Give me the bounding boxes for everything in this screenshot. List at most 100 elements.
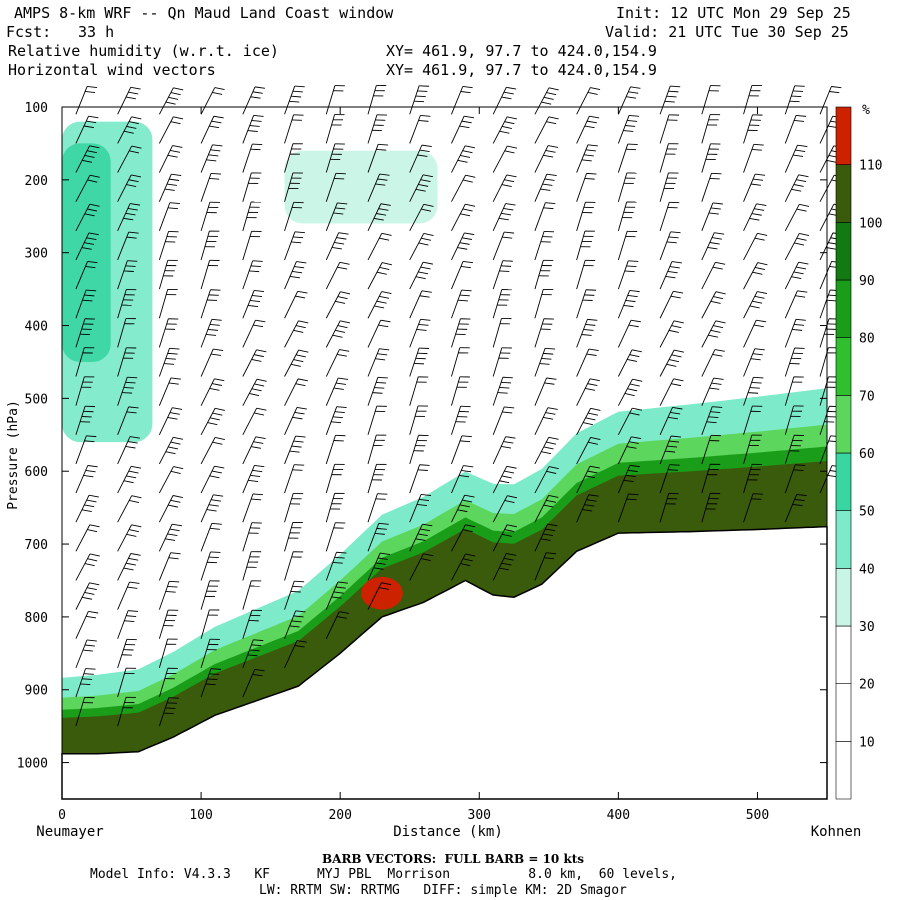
barb-note: BARB VECTORS: FULL BARB = 10 kts: [322, 852, 585, 866]
wind-barb: [75, 261, 98, 290]
wind-barb: [617, 260, 639, 290]
wind-barb: [617, 319, 642, 348]
wind-barb: [75, 465, 98, 494]
wind-barb: [75, 347, 95, 377]
y-tick-label: 300: [25, 247, 48, 262]
wind-barb: [117, 610, 139, 639]
wind-barb: [242, 86, 265, 115]
wind-barb: [75, 318, 95, 348]
wind-barb: [451, 115, 475, 144]
left-end-label: Neumayer: [36, 824, 103, 840]
y-tick-label: 200: [25, 174, 48, 189]
wind-barb: [117, 638, 137, 669]
wind-barb: [117, 116, 142, 144]
wind-barb: [158, 318, 179, 348]
wind-barb: [367, 262, 392, 290]
wind-barb: [701, 406, 723, 435]
wind-barb: [325, 172, 346, 202]
wind-barb: [576, 348, 599, 377]
wind-barb: [701, 349, 725, 377]
wind-barb: [659, 378, 684, 406]
x-tick-label: 400: [607, 808, 630, 823]
wind-barb: [451, 145, 476, 173]
wind-barb: [284, 493, 304, 523]
wind-barb: [617, 172, 637, 202]
wind-barb: [242, 407, 267, 435]
wind-barb: [409, 376, 429, 406]
wind-barb: [534, 377, 557, 406]
colorbar-swatch: [835, 625, 852, 684]
wind-barb: [701, 377, 724, 406]
wind-barb: [659, 231, 681, 261]
wind-barb: [659, 407, 683, 435]
wind-barb: [117, 406, 139, 435]
wind-barb: [617, 114, 640, 144]
wind-barb: [158, 495, 183, 523]
wind-barb: [659, 172, 679, 202]
terrain-surface: [61, 525, 828, 800]
wind-barb: [117, 581, 140, 610]
wind-barb: [784, 290, 808, 319]
wind-barb: [75, 232, 99, 261]
wind-barb: [409, 434, 429, 465]
wind-barb: [743, 376, 764, 406]
wind-barb: [200, 638, 220, 669]
wind-barb: [492, 465, 517, 494]
wind-barb: [534, 116, 559, 144]
wind-barb: [784, 85, 805, 115]
wind-barb: [451, 174, 476, 202]
wind-barb: [242, 201, 262, 231]
wind-barb: [158, 523, 182, 552]
y-tick-label: 800: [25, 611, 48, 626]
wind-barb: [75, 582, 100, 610]
wind-barb: [367, 143, 389, 173]
init-time: Init: 12 UTC Mon 29 Sep 25: [616, 4, 851, 22]
terrain-layer: [61, 525, 828, 800]
wind-barb: [784, 405, 804, 435]
colorbar-level-label: 10: [859, 735, 875, 750]
wind-barb: [200, 609, 220, 639]
wind-barb: [534, 145, 558, 173]
y-tick-label: 100: [25, 101, 48, 116]
x-tick-label: 0: [58, 808, 66, 823]
wind-barb: [117, 465, 142, 494]
wind-barb: [200, 580, 220, 610]
wind-barb: [492, 116, 517, 144]
wind-barb: [701, 85, 721, 115]
wind-barb: [242, 609, 263, 639]
wind-barb: [325, 143, 345, 173]
wind-barb: [200, 436, 225, 465]
x-tick-label: 200: [328, 808, 351, 823]
wind-barb: [200, 494, 224, 523]
wind-barb: [367, 291, 392, 319]
wind-barb: [576, 407, 601, 435]
wind-barb: [451, 465, 474, 494]
wind-barb: [617, 493, 639, 523]
wind-barb: [784, 464, 806, 494]
wind-barb: [743, 114, 763, 144]
wind-barb: [200, 115, 224, 144]
wind-barb: [158, 466, 184, 494]
wind-barb: [367, 319, 391, 348]
colorbar-level-label: 80: [859, 332, 875, 347]
wind-barb: [75, 524, 100, 552]
wind-barb: [534, 288, 554, 319]
wind-barb: [325, 232, 349, 261]
colorbar-level-label: 100: [859, 216, 882, 231]
wind-barb: [409, 174, 433, 202]
wind-barb: [409, 318, 431, 348]
wind-barb: [158, 259, 178, 290]
wind-barb: [451, 318, 471, 348]
wind-barb: [117, 174, 142, 202]
wind-barb: [492, 231, 515, 261]
rh-fill-layer: [62, 121, 827, 754]
wind-barb: [492, 524, 517, 552]
wind-barb: [492, 318, 512, 348]
wind-barb: [534, 495, 559, 523]
wind-barb: [409, 144, 432, 173]
wind-barb: [492, 289, 512, 319]
wind-barb: [659, 201, 680, 231]
wind-barb: [617, 407, 643, 435]
colorbar-swatch: [835, 683, 852, 742]
wind-barb: [200, 172, 222, 202]
